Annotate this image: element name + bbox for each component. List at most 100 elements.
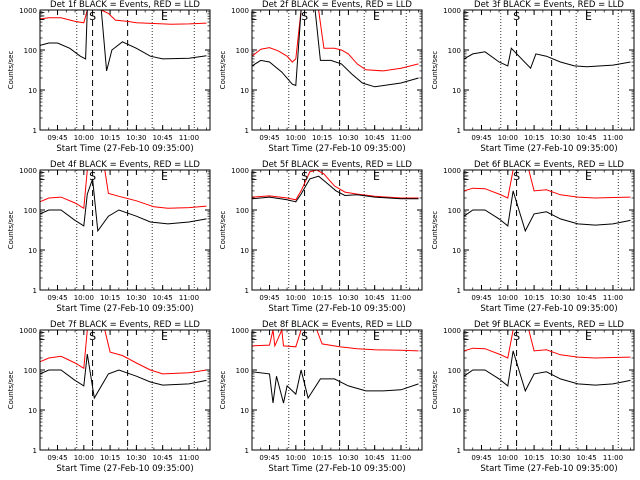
x-axis-label: Start Time (27-Feb-10 09:35:00): [56, 304, 193, 314]
y-tick-label: 1: [457, 287, 461, 295]
interval-marker: S: [301, 170, 308, 183]
interval-marker: S: [513, 10, 520, 23]
interval-marker: E: [585, 330, 592, 343]
series-line-lld: [251, 328, 419, 352]
x-tick-label: 10:45: [577, 454, 597, 462]
interval-marker: S: [301, 330, 308, 343]
detector-panel-8: Det 8f BLACK = Events, RED = LLD Counts/s…: [219, 320, 423, 474]
plot-frame: [463, 169, 635, 291]
x-tick-label: 10:30: [126, 454, 146, 462]
x-tick-label: 10:15: [524, 294, 544, 302]
x-axis-label: Start Time (27-Feb-10 09:35:00): [56, 144, 193, 154]
x-tick-label: 10:00: [74, 294, 94, 302]
interval-marker: E: [373, 10, 380, 23]
y-tick-label: 10: [452, 407, 461, 415]
y-tick-label: 10: [240, 247, 249, 255]
y-axis-label: Counts/sec: [219, 51, 227, 90]
series-line-lld: [39, 169, 207, 210]
detector-panel-1: Det 1f BLACK = Events, RED = LLD Counts/s…: [7, 0, 211, 154]
y-axis-label: Counts/sec: [219, 371, 227, 410]
plot-frame: [251, 329, 423, 451]
panel-title: Det 7f BLACK = Events, RED = LLD: [50, 320, 200, 330]
series-line-events: [39, 9, 207, 72]
series-line-events: [39, 354, 207, 400]
y-tick-label: 10: [28, 407, 37, 415]
series-line-events: [251, 175, 419, 203]
y-tick-label: 1000: [231, 327, 249, 335]
interval-marker: E: [161, 170, 168, 183]
interval-marker: E: [161, 330, 168, 343]
x-tick-label: 10:45: [577, 134, 597, 142]
x-tick-label: 11:00: [391, 134, 411, 142]
x-tick-label: 10:00: [286, 454, 306, 462]
y-axis-label: Counts/sec: [431, 371, 439, 410]
y-tick-label: 1000: [19, 7, 37, 15]
panel-title: Det 5f BLACK = Events, RED = LLD: [262, 160, 412, 170]
x-tick-label: 11:00: [179, 294, 199, 302]
y-tick-label: 100: [24, 367, 37, 375]
x-tick-label: 10:45: [153, 134, 173, 142]
series-line-events: [39, 178, 207, 233]
x-tick-label: 10:30: [550, 454, 570, 462]
interval-marker: S: [513, 330, 520, 343]
y-tick-label: 10: [452, 87, 461, 95]
x-tick-label: 10:30: [338, 294, 358, 302]
x-tick-label: 10:45: [153, 294, 173, 302]
detector-panel-7: Det 7f BLACK = Events, RED = LLD Counts/s…: [7, 320, 211, 474]
panel-title: Det 3f BLACK = Events, RED = LLD: [474, 0, 624, 10]
x-tick-label: 09:45: [471, 294, 491, 302]
y-tick-label: 10: [452, 247, 461, 255]
x-tick-label: 10:00: [286, 134, 306, 142]
y-tick-label: 1: [245, 287, 249, 295]
y-tick-label: 100: [448, 367, 461, 375]
x-tick-label: 11:00: [603, 294, 623, 302]
y-tick-label: 100: [448, 207, 461, 215]
x-tick-label: 10:15: [100, 134, 120, 142]
y-tick-label: 1: [457, 447, 461, 455]
detector-panel-9: Det 9f BLACK = Events, RED = LLD Counts/s…: [431, 320, 635, 474]
y-tick-label: 100: [236, 207, 249, 215]
x-tick-label: 10:45: [577, 294, 597, 302]
interval-marker: E: [373, 330, 380, 343]
y-tick-label: 1: [457, 127, 461, 135]
detector-panel-4: Det 4f BLACK = Events, RED = LLD Counts/s…: [7, 160, 211, 314]
y-tick-label: 10: [28, 247, 37, 255]
x-tick-label: 10:15: [312, 454, 332, 462]
x-tick-label: 09:45: [47, 134, 67, 142]
y-tick-label: 1: [245, 127, 249, 135]
interval-marker: E: [373, 170, 380, 183]
x-tick-label: 10:15: [524, 454, 544, 462]
series-line-events: [463, 47, 631, 70]
x-tick-label: 10:45: [153, 454, 173, 462]
y-tick-label: 10: [240, 87, 249, 95]
y-axis-label: Counts/sec: [431, 211, 439, 250]
y-axis-label: Counts/sec: [7, 211, 15, 250]
x-tick-label: 10:30: [126, 134, 146, 142]
x-tick-label: 09:45: [47, 294, 67, 302]
panel-title: Det 6f BLACK = Events, RED = LLD: [474, 160, 624, 170]
interval-marker: E: [250, 10, 257, 23]
x-tick-label: 10:15: [100, 294, 120, 302]
interval-marker: S: [89, 170, 96, 183]
y-tick-label: 1000: [19, 167, 37, 175]
interval-marker: E: [585, 10, 592, 23]
x-tick-label: 10:45: [365, 134, 385, 142]
y-tick-label: 1000: [443, 327, 461, 335]
y-tick-label: 10: [240, 407, 249, 415]
series-line-events: [251, 369, 419, 404]
plot-frame: [463, 9, 635, 131]
detector-panel-3: Det 3f BLACK = Events, RED = LLD Counts/s…: [431, 0, 635, 154]
y-tick-label: 10: [28, 87, 37, 95]
panel-title: Det 8f BLACK = Events, RED = LLD: [262, 320, 412, 330]
x-axis-label: Start Time (27-Feb-10 09:35:00): [268, 144, 405, 154]
interval-marker: S: [513, 170, 520, 183]
interval-marker: S: [301, 10, 308, 23]
plot-frame: [251, 9, 423, 131]
plot-frame: [39, 169, 211, 291]
y-axis-label: Counts/sec: [7, 51, 15, 90]
interval-marker: E: [250, 330, 257, 343]
plot-frame: [39, 329, 211, 451]
panel-title: Det 9f BLACK = Events, RED = LLD: [474, 320, 624, 330]
x-tick-label: 11:00: [603, 454, 623, 462]
x-tick-label: 11:00: [391, 294, 411, 302]
